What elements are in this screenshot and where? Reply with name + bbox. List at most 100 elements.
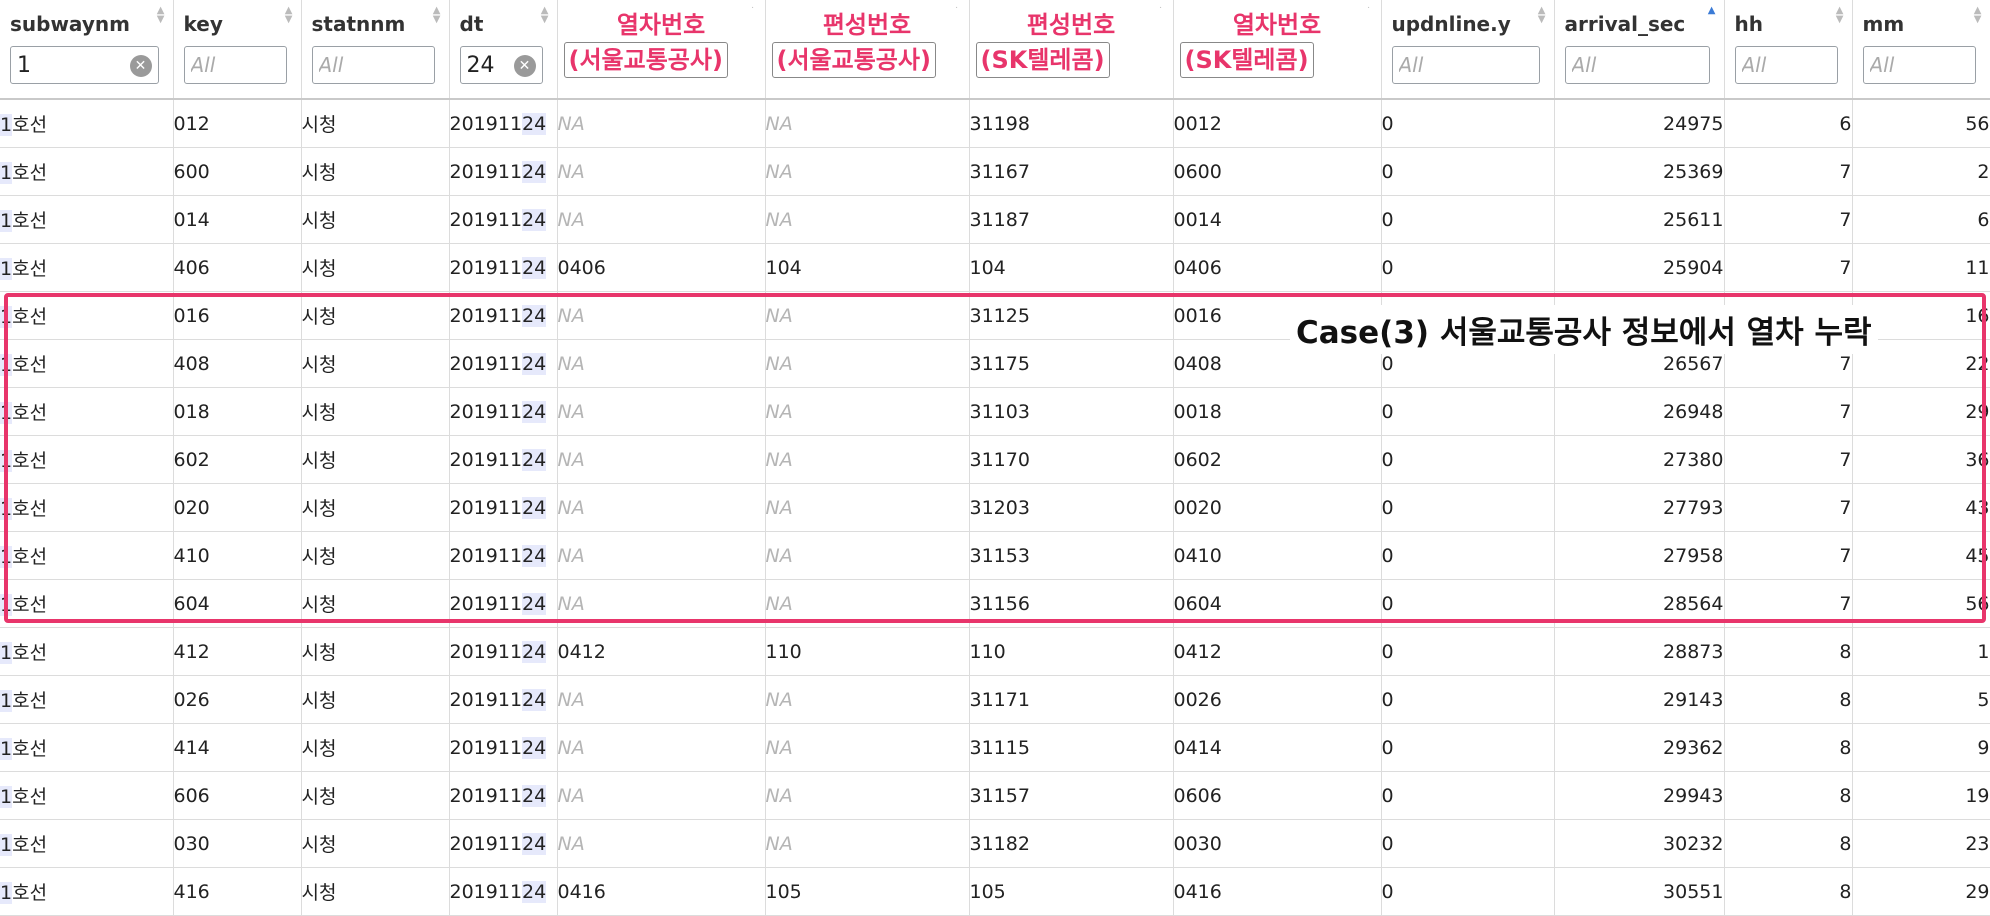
table-row[interactable]: 1호선 600 시청 20191124 NA NA 31167 0600 0 25369 7 2 — [0, 147, 1990, 196]
sort-icon[interactable]: ▲▼ — [432, 5, 441, 25]
table-cell: 시청 — [301, 243, 450, 292]
column-header[interactable]: _t.y▲▼편성번호(SK텔레콤) — [969, 0, 1174, 100]
column-header[interactable]: key ▲ ▼ — [173, 0, 302, 100]
table-row[interactable]: 1호선 606 시청 20191124 NA NA 31157 0606 0 29943 8 19 — [0, 771, 1990, 820]
table-row[interactable]: 1호선 016 시청 20191124 NA NA 31125 0016 16 — [0, 291, 1990, 340]
table-cell: 31167 — [969, 147, 1174, 196]
filter-input[interactable] — [312, 47, 434, 83]
filter-input[interactable] — [1565, 47, 1709, 83]
table-cell: 7 — [1724, 531, 1853, 580]
clear-filter-icon[interactable]: ✕ — [513, 55, 536, 77]
sort-icon[interactable]: ▲▼ — [156, 5, 165, 25]
filter-match-highlight: 24 — [522, 592, 547, 615]
table-row[interactable]: 1호선 410 시청 20191124 NA NA 31153 0410 0 27958 7 45 — [0, 531, 1990, 580]
column-header[interactable]: n_t.x▲▼편성번호(서울교통공사) — [765, 0, 970, 100]
table-cell: 020 — [173, 483, 302, 532]
filter-input[interactable] — [1863, 47, 1975, 83]
column-header[interactable]: mm ▲ ▼ — [1852, 0, 1990, 100]
sort-icon[interactable]: ▲ — [1707, 5, 1716, 16]
table-cell: 20191124 — [449, 819, 558, 868]
table-row[interactable]: 1호선 014 시청 20191124 NA NA 31187 0014 0 25611 7 6 — [0, 195, 1990, 244]
table-row[interactable]: 1호선 018 시청 20191124 NA NA 31103 0018 0 26948 7 29 — [0, 387, 1990, 436]
table-cell: 31171 — [969, 675, 1174, 724]
column-header-label: subwaynm — [10, 12, 130, 36]
header-annotation-line2: (서울교통공사) — [563, 42, 728, 78]
table-cell: 030 — [173, 819, 302, 868]
header-annotation: 편성번호 (서울교통공사) — [771, 8, 961, 84]
table-cell: 1호선 — [0, 723, 174, 772]
table-cell: 20191124 — [449, 435, 558, 484]
column-header[interactable]: _p.y▲▼열차번호(SK텔레콤) — [1173, 0, 1382, 100]
column-header[interactable]: hh ▲ ▼ — [1724, 0, 1853, 100]
table-cell: 43 — [1852, 483, 1990, 532]
table-cell: 1호선 — [0, 291, 174, 340]
table-cell: 20191124 — [449, 291, 558, 340]
table-cell: NA — [557, 195, 766, 244]
table-cell: 25611 — [1554, 195, 1725, 244]
table-row[interactable]: 1호선 604 시청 20191124 NA NA 31156 0604 0 28564 7 56 — [0, 579, 1990, 628]
table-cell: 시청 — [301, 723, 450, 772]
table-cell: 26948 — [1554, 387, 1725, 436]
filter-match-highlight: 24 — [522, 256, 547, 279]
table-cell: 7 — [1724, 483, 1853, 532]
table-cell: 1호선 — [0, 771, 174, 820]
table-cell: 0 — [1381, 867, 1555, 916]
table-cell: 8 — [1724, 627, 1853, 676]
column-filter — [1564, 46, 1710, 84]
table-cell: 1호선 — [0, 579, 174, 628]
sort-icon[interactable]: ▲▼ — [1973, 5, 1982, 25]
filter-match-highlight: 1 — [0, 162, 13, 184]
table-cell: 시청 — [301, 819, 450, 868]
clear-filter-icon[interactable]: ✕ — [129, 55, 152, 77]
header-annotation-line1: 열차번호 — [616, 11, 706, 39]
table-cell: NA — [557, 531, 766, 580]
table-cell: 1호선 — [0, 531, 174, 580]
table-cell: 시청 — [301, 579, 450, 628]
table-cell: 7 — [1724, 387, 1853, 436]
table-row[interactable]: 1호선 020 시청 20191124 NA NA 31203 0020 0 27793 7 43 — [0, 483, 1990, 532]
table-cell: 1호선 — [0, 387, 174, 436]
filter-input[interactable] — [184, 47, 286, 83]
sort-icon[interactable]: ▲▼ — [1835, 5, 1844, 25]
table-cell: 0606 — [1173, 771, 1382, 820]
column-header[interactable]: n_p.x▲▼열차번호(서울교통공사) — [557, 0, 766, 100]
table-cell: 20191124 — [449, 243, 558, 292]
table-cell: 1호선 — [0, 99, 174, 148]
table-row[interactable]: 1호선 412 시청 20191124 0412 110 110 0412 0 28873 8 1 — [0, 627, 1990, 676]
column-header[interactable]: dt ▲▼ ✕ — [449, 0, 558, 100]
table-cell: 0 — [1381, 243, 1555, 292]
column-header[interactable]: updnline.y ▲ ▼ — [1381, 0, 1555, 100]
table-cell: 016 — [173, 291, 302, 340]
filter-match-highlight: 1 — [0, 402, 13, 424]
sort-icon[interactable]: ▲▼ — [1537, 5, 1546, 25]
table-row[interactable]: 1호선 414 시청 20191124 NA NA 31115 0414 0 29362 8 9 — [0, 723, 1990, 772]
table-row[interactable]: 1호선 026 시청 20191124 NA NA 31171 0026 0 29143 8 5 — [0, 675, 1990, 724]
table-cell: 25904 — [1554, 243, 1725, 292]
table-cell: 6 — [1724, 99, 1853, 148]
filter-input[interactable] — [1735, 47, 1837, 83]
table-row[interactable]: 1호선 030 시청 20191124 NA NA 31182 0030 0 30232 8 23 — [0, 819, 1990, 868]
table-cell: NA — [557, 99, 766, 148]
filter-match-highlight: 1 — [0, 498, 13, 520]
column-header[interactable]: statnnm ▲ ▼ — [301, 0, 450, 100]
table-row[interactable]: 1호선 012 시청 20191124 NA NA 31198 0012 0 24975 6 56 — [0, 99, 1990, 148]
table-cell: NA — [765, 579, 970, 628]
table-cell: 606 — [173, 771, 302, 820]
filter-match-highlight: 24 — [522, 112, 547, 135]
filter-match-highlight: 24 — [522, 688, 547, 711]
table-cell: 8 — [1724, 675, 1853, 724]
filter-input[interactable] — [1392, 47, 1539, 83]
table-cell: NA — [765, 291, 970, 340]
column-header[interactable]: subwaynm ▲▼ ✕ — [0, 0, 174, 100]
column-filter: ✕ — [459, 46, 543, 84]
sort-icon[interactable]: ▲▼ — [540, 5, 549, 25]
sort-icon[interactable]: ▲▼ — [284, 5, 293, 25]
column-header[interactable]: arrival_sec ▲ — [1554, 0, 1725, 100]
table-cell: 20191124 — [449, 339, 558, 388]
table-cell: 0 — [1381, 627, 1555, 676]
table-row[interactable]: 1호선 602 시청 20191124 NA NA 31170 0602 0 27380 7 36 — [0, 435, 1990, 484]
filter-match-highlight: 1 — [0, 690, 13, 712]
table-cell: 026 — [173, 675, 302, 724]
table-row[interactable]: 1호선 416 시청 20191124 0416 105 105 0416 0 30551 8 29 — [0, 867, 1990, 916]
table-row[interactable]: 1호선 406 시청 20191124 0406 104 104 0406 0 25904 7 11 — [0, 243, 1990, 292]
